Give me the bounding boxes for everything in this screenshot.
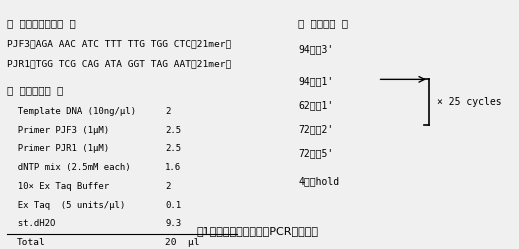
Text: × 25 cycles: × 25 cycles xyxy=(436,97,501,107)
Text: 【 反応液組成 】: 【 反応液組成 】 xyxy=(7,85,63,95)
Text: 10× Ex Taq Buffer: 10× Ex Taq Buffer xyxy=(7,182,108,191)
Text: 1.6: 1.6 xyxy=(165,163,181,172)
Text: Template DNA (10ng/μl): Template DNA (10ng/μl) xyxy=(7,107,135,116)
Text: 2.5: 2.5 xyxy=(165,144,181,153)
Text: Total: Total xyxy=(17,238,46,247)
Text: st.dH2O: st.dH2O xyxy=(7,219,55,228)
Text: 0.1: 0.1 xyxy=(165,200,181,209)
Text: 94℃・1': 94℃・1' xyxy=(298,76,334,86)
Text: 2: 2 xyxy=(165,107,171,116)
Text: 62℃・1': 62℃・1' xyxy=(298,100,334,110)
Text: 【 プライマー配列 】: 【 プライマー配列 】 xyxy=(7,18,75,28)
Text: PJR1：TGG TCG CAG ATA GGT TAG AAT（21mer）: PJR1：TGG TCG CAG ATA GGT TAG AAT（21mer） xyxy=(7,59,231,68)
Text: 72℃・2': 72℃・2' xyxy=(298,124,334,134)
Text: Ex Taq  (5 units/μl): Ex Taq (5 units/μl) xyxy=(7,200,125,209)
Text: Primer PJR1 (1μM): Primer PJR1 (1μM) xyxy=(7,144,108,153)
Text: 72℃・5': 72℃・5' xyxy=(298,148,334,158)
Text: 2: 2 xyxy=(165,182,171,191)
Text: Primer PJF3 (1μM): Primer PJF3 (1μM) xyxy=(7,126,108,135)
Text: 【 温度条件 】: 【 温度条件 】 xyxy=(298,18,348,28)
Text: 2.5: 2.5 xyxy=(165,126,181,135)
Text: 9.3: 9.3 xyxy=(165,219,181,228)
Text: dNTP mix (2.5mM each): dNTP mix (2.5mM each) xyxy=(7,163,130,172)
Text: 94℃・3': 94℃・3' xyxy=(298,45,334,55)
Text: 4℃・hold: 4℃・hold xyxy=(298,177,339,187)
Text: PJF3：AGA AAC ATC TTT TTG TGG CTC（21mer）: PJF3：AGA AAC ATC TTT TTG TGG CTC（21mer） xyxy=(7,40,231,49)
Text: 20  μl: 20 μl xyxy=(165,238,200,247)
Text: 図1　プライマー配列とPCR法の条件: 図1 プライマー配列とPCR法の条件 xyxy=(196,227,318,237)
